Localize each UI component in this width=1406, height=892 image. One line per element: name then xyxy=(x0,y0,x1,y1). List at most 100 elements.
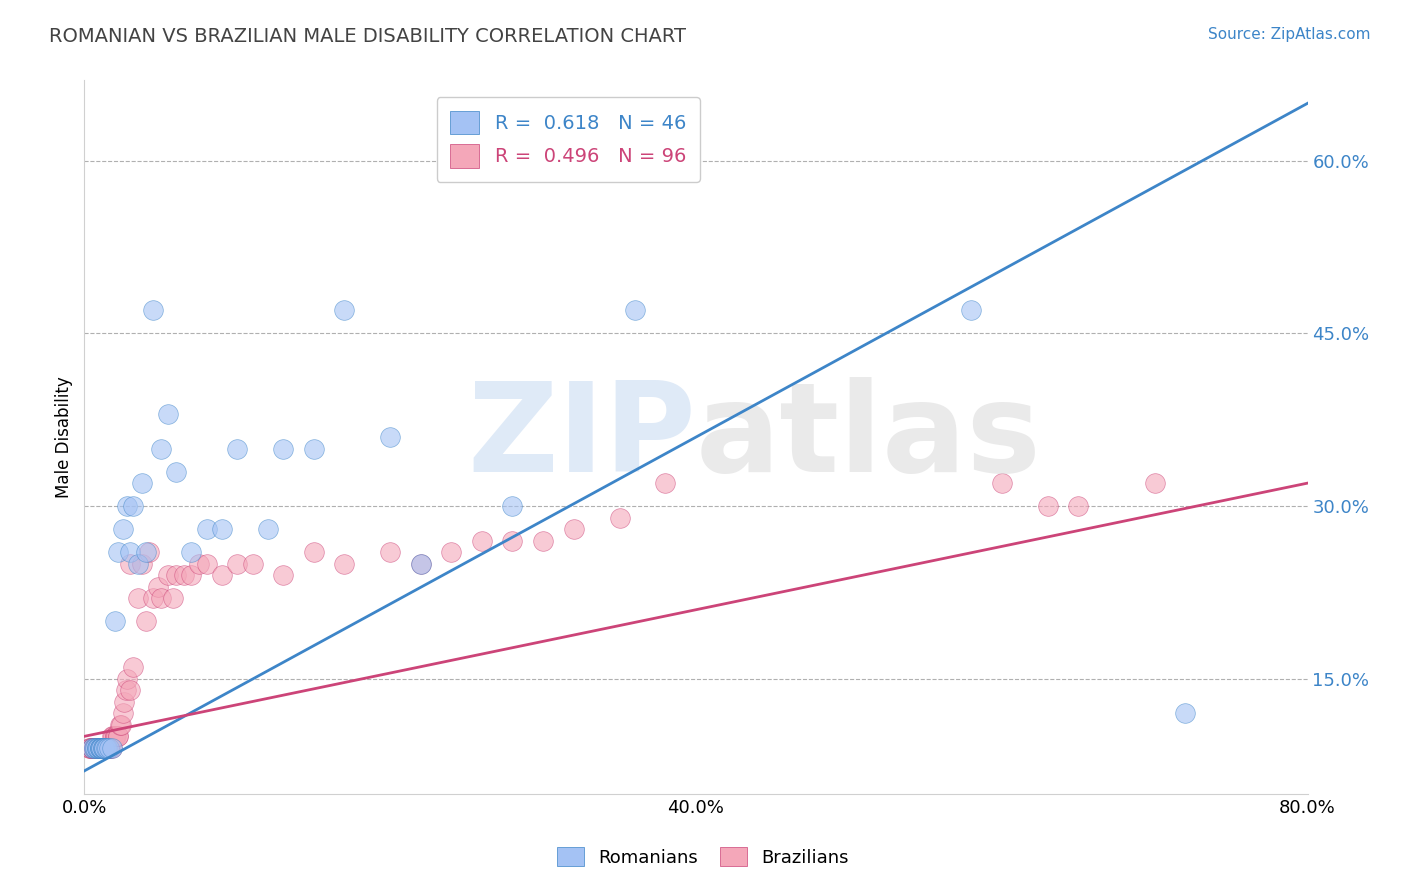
Point xyxy=(96,740,118,755)
Point xyxy=(97,740,120,755)
Point xyxy=(1036,499,1059,513)
Point xyxy=(91,740,114,755)
Point xyxy=(120,545,142,559)
Point xyxy=(107,729,129,743)
Point xyxy=(195,522,218,536)
Point xyxy=(89,740,111,755)
Point xyxy=(79,740,101,755)
Point xyxy=(103,729,125,743)
Point xyxy=(87,740,110,755)
Point xyxy=(271,442,294,456)
Point xyxy=(97,740,120,755)
Point xyxy=(114,683,136,698)
Point xyxy=(173,568,195,582)
Point xyxy=(142,591,165,606)
Point xyxy=(110,718,132,732)
Point xyxy=(380,430,402,444)
Point xyxy=(624,303,647,318)
Point xyxy=(101,740,124,755)
Point xyxy=(96,740,118,755)
Point xyxy=(107,545,129,559)
Point xyxy=(93,740,115,755)
Point xyxy=(333,303,356,318)
Point xyxy=(302,442,325,456)
Point xyxy=(111,522,134,536)
Point xyxy=(86,740,108,755)
Point xyxy=(471,533,494,548)
Point xyxy=(86,740,108,755)
Point xyxy=(98,740,121,755)
Point xyxy=(86,740,108,755)
Point xyxy=(104,614,127,628)
Point xyxy=(333,557,356,571)
Point xyxy=(120,683,142,698)
Point xyxy=(1143,476,1166,491)
Point xyxy=(112,695,135,709)
Point xyxy=(89,740,111,755)
Point xyxy=(142,303,165,318)
Legend: Romanians, Brazilians: Romanians, Brazilians xyxy=(550,840,856,874)
Point xyxy=(180,568,202,582)
Point xyxy=(83,740,105,755)
Point xyxy=(94,740,117,755)
Point xyxy=(90,740,112,755)
Point xyxy=(146,580,169,594)
Point xyxy=(79,740,101,755)
Point xyxy=(1174,706,1197,721)
Point xyxy=(83,740,105,755)
Point xyxy=(91,740,114,755)
Point xyxy=(87,740,110,755)
Point xyxy=(149,591,172,606)
Point xyxy=(502,499,524,513)
Point xyxy=(89,740,111,755)
Point xyxy=(104,729,127,743)
Point xyxy=(115,672,138,686)
Point xyxy=(80,740,103,755)
Point xyxy=(91,740,114,755)
Point xyxy=(122,660,145,674)
Point xyxy=(111,706,134,721)
Point xyxy=(105,729,128,743)
Point xyxy=(84,740,107,755)
Point xyxy=(90,740,112,755)
Text: ROMANIAN VS BRAZILIAN MALE DISABILITY CORRELATION CHART: ROMANIAN VS BRAZILIAN MALE DISABILITY CO… xyxy=(49,27,686,45)
Point xyxy=(84,740,107,755)
Point xyxy=(90,740,112,755)
Point xyxy=(157,568,180,582)
Point xyxy=(122,499,145,513)
Point xyxy=(135,545,157,559)
Point xyxy=(89,740,111,755)
Point xyxy=(380,545,402,559)
Point xyxy=(87,740,110,755)
Point xyxy=(89,740,111,755)
Point xyxy=(89,740,111,755)
Point xyxy=(271,568,294,582)
Point xyxy=(609,510,631,524)
Point xyxy=(226,557,249,571)
Point xyxy=(115,499,138,513)
Point xyxy=(165,568,187,582)
Point xyxy=(89,740,111,755)
Y-axis label: Male Disability: Male Disability xyxy=(55,376,73,498)
Point xyxy=(101,740,124,755)
Point xyxy=(83,740,105,755)
Point xyxy=(86,740,108,755)
Point xyxy=(87,740,110,755)
Point xyxy=(80,740,103,755)
Point xyxy=(89,740,111,755)
Point xyxy=(654,476,676,491)
Point xyxy=(165,465,187,479)
Point xyxy=(157,407,180,421)
Point xyxy=(562,522,585,536)
Point xyxy=(195,557,218,571)
Point xyxy=(87,740,110,755)
Point xyxy=(107,729,129,743)
Point xyxy=(108,718,131,732)
Point xyxy=(93,740,115,755)
Point xyxy=(127,557,149,571)
Point xyxy=(302,545,325,559)
Point xyxy=(131,557,153,571)
Point xyxy=(89,740,111,755)
Point xyxy=(77,740,100,755)
Point xyxy=(409,557,432,571)
